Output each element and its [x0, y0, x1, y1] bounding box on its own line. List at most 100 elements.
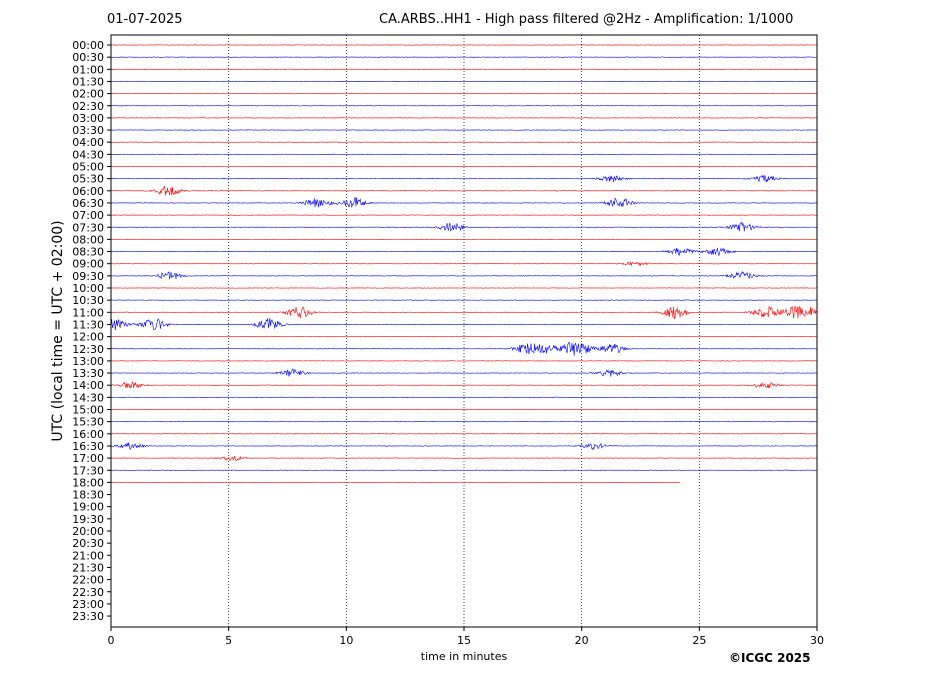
y-tick-label: 10:30	[72, 294, 104, 307]
trace-0600	[110, 185, 818, 196]
y-tick-label: 00:00	[72, 39, 104, 52]
x-tick-label: 0	[108, 634, 115, 647]
plot-date: 01-07-2025	[107, 12, 183, 27]
trace-0100	[110, 68, 818, 70]
trace-0930	[110, 270, 818, 280]
trace-0430	[110, 153, 818, 155]
trace-1430	[110, 396, 818, 398]
trace-1200	[110, 336, 818, 338]
trace-1500	[110, 408, 818, 411]
y-tick-label: 15:30	[72, 416, 104, 429]
x-tick-label: 25	[692, 634, 706, 647]
trace-0300	[110, 117, 818, 119]
y-tick-label: 03:00	[72, 112, 104, 125]
trace-1400	[110, 381, 818, 389]
y-tick-label: 16:00	[72, 428, 104, 441]
y-tick-label: 17:30	[72, 464, 104, 477]
x-axis-ticks: 0 5 10 15 20 25 30	[108, 627, 824, 647]
y-tick-label: 19:30	[72, 513, 104, 526]
trace-1130	[110, 318, 818, 331]
trace-1030	[110, 299, 818, 301]
y-tick-label: 13:00	[72, 355, 104, 368]
trace-0800	[110, 238, 818, 240]
trace-1000	[110, 287, 818, 289]
y-tick-label: 09:00	[72, 258, 104, 271]
trace-1630	[110, 442, 818, 451]
y-tick-label: 01:30	[72, 75, 104, 88]
y-tick-label: 03:30	[72, 124, 104, 137]
x-tick-label: 10	[339, 634, 353, 647]
x-tick-label: 30	[810, 634, 824, 647]
x-tick-label: 15	[457, 634, 471, 647]
trace-1730	[110, 469, 818, 471]
trace-1330	[110, 368, 818, 377]
trace-0900	[110, 261, 818, 267]
y-tick-label: 15:00	[72, 404, 104, 417]
y-axis-label: UTC (local time = UTC + 02:00)	[50, 220, 66, 441]
y-tick-label: 20:00	[72, 525, 104, 538]
plot-title: CA.ARBS..HH1 - High pass filtered @2Hz -…	[379, 12, 794, 27]
trace-0200	[110, 92, 818, 95]
trace-1300	[110, 360, 818, 362]
y-tick-label: 05:30	[72, 173, 104, 186]
y-tick-label: 07:00	[72, 209, 104, 222]
trace-0130	[110, 80, 818, 83]
y-tick-label: 19:00	[72, 501, 104, 514]
y-axis-ticks: 00:0000:3001:0001:3002:0002:3003:0003:30…	[72, 39, 111, 623]
trace-1700	[110, 455, 818, 461]
vertical-grid	[228, 35, 700, 627]
y-tick-label: 12:00	[72, 331, 104, 344]
trace-1530	[110, 421, 818, 423]
trace-0000	[110, 44, 818, 46]
y-tick-label: 08:00	[72, 233, 104, 246]
y-tick-label: 22:00	[72, 574, 104, 587]
trace-1600	[110, 433, 818, 435]
trace-0330	[110, 129, 818, 131]
y-tick-label: 14:00	[72, 379, 104, 392]
y-tick-label: 22:30	[72, 586, 104, 599]
trace-1100	[110, 305, 818, 320]
y-tick-label: 05:00	[72, 161, 104, 174]
y-tick-label: 02:30	[72, 100, 104, 113]
y-tick-label: 12:30	[72, 343, 104, 356]
trace-lines	[110, 44, 818, 483]
trace-0830	[110, 247, 818, 257]
y-tick-label: 21:30	[72, 561, 104, 574]
y-tick-label: 01:00	[72, 63, 104, 76]
trace-0400	[110, 141, 818, 143]
trace-0730	[110, 221, 818, 232]
y-tick-label: 06:00	[72, 185, 104, 198]
trace-1230	[110, 341, 818, 356]
plot-frame	[110, 34, 818, 628]
trace-0700	[110, 214, 818, 216]
y-tick-label: 18:00	[72, 476, 104, 489]
y-tick-label: 09:30	[72, 270, 104, 283]
y-tick-label: 23:00	[72, 598, 104, 611]
y-tick-label: 17:00	[72, 452, 104, 465]
y-tick-label: 00:30	[72, 51, 104, 64]
y-tick-label: 06:30	[72, 197, 104, 210]
y-tick-label: 20:30	[72, 537, 104, 550]
y-tick-label: 11:00	[72, 306, 104, 319]
y-tick-label: 21:00	[72, 549, 104, 562]
trace-0230	[110, 105, 818, 107]
y-tick-label: 13:30	[72, 367, 104, 380]
y-tick-label: 02:00	[72, 88, 104, 101]
y-tick-label: 16:30	[72, 440, 104, 453]
y-tick-label: 10:00	[72, 282, 104, 295]
x-axis-label: time in minutes	[421, 650, 508, 663]
y-tick-label: 07:30	[72, 221, 104, 234]
y-tick-label: 23:30	[72, 610, 104, 623]
x-tick-label: 20	[575, 634, 589, 647]
y-tick-label: 04:00	[72, 136, 104, 149]
y-tick-label: 14:30	[72, 391, 104, 404]
trace-0030	[110, 56, 818, 58]
trace-0630	[110, 196, 818, 208]
trace-0500	[110, 165, 818, 168]
trace-0530	[110, 174, 818, 183]
copyright-label: ©ICGC 2025	[729, 651, 811, 665]
y-tick-label: 11:30	[72, 318, 104, 331]
trace-1800	[110, 481, 681, 483]
y-tick-label: 08:30	[72, 246, 104, 259]
